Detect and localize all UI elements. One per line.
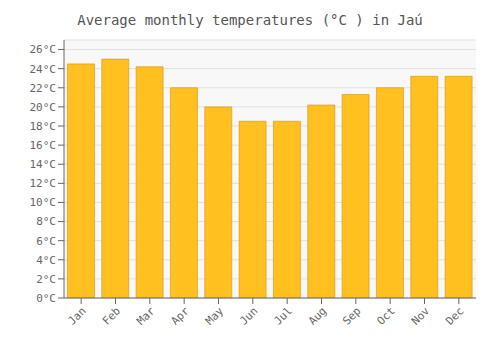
svg-text:Apr: Apr: [169, 304, 193, 328]
svg-text:Nov: Nov: [409, 304, 433, 328]
svg-text:10°C: 10°C: [30, 196, 57, 209]
svg-text:Oct: Oct: [375, 304, 398, 327]
svg-text:Mar: Mar: [134, 304, 158, 328]
svg-text:26°C: 26°C: [30, 43, 57, 56]
svg-text:2°C: 2°C: [36, 273, 56, 286]
html-text:Average monthly temperatures (: Average monthly temperatures (°C ) in Ja…: [77, 12, 423, 28]
svg-text:16°C: 16°C: [30, 139, 57, 152]
svg-text:Sep: Sep: [340, 304, 363, 327]
svg-text:18°C: 18°C: [30, 120, 57, 133]
svg-text:14°C: 14°C: [30, 158, 57, 171]
svg-text:4°C: 4°C: [36, 254, 56, 267]
svg-text:12°C: 12°C: [30, 177, 57, 190]
svg-text:8°C: 8°C: [36, 215, 56, 228]
svg-text:20°C: 20°C: [30, 101, 57, 114]
svg-text:6°C: 6°C: [36, 235, 56, 248]
svg-text:Feb: Feb: [100, 304, 123, 327]
svg-text:Jan: Jan: [66, 304, 89, 327]
svg-text:0°C: 0°C: [36, 292, 56, 305]
svg-text:22°C: 22°C: [30, 82, 57, 95]
svg-text:Dec: Dec: [443, 304, 466, 327]
svg-text:May: May: [203, 304, 227, 328]
svg-text:Jun: Jun: [237, 304, 260, 327]
svg-text:Jul: Jul: [272, 304, 295, 327]
svg-text:24°C: 24°C: [30, 63, 57, 76]
svg-text:Aug: Aug: [306, 304, 329, 327]
